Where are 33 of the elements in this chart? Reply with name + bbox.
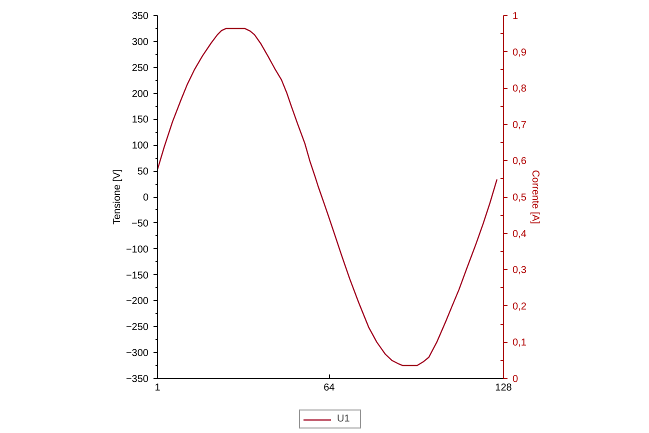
y2-tick-label: 1 <box>512 11 518 22</box>
x-tick-label: 128 <box>495 382 512 394</box>
y2-tick-label: 0,6 <box>512 156 527 168</box>
y-tick-label: 0 <box>142 192 149 204</box>
y-tick-label: 100 <box>132 140 149 152</box>
y2-tick-label: 0,2 <box>512 301 527 312</box>
y-tick-label: −200 <box>126 296 149 308</box>
y-tick-label: 200 <box>132 88 149 100</box>
y2-tick-label: 0,9 <box>512 47 527 58</box>
y2-tick-label: 0,5 <box>512 192 527 204</box>
y-tick-label: −50 <box>132 218 149 230</box>
y2-tick-label: 0,7 <box>512 120 527 131</box>
y-tick-label: 50 <box>137 166 149 178</box>
y2-axis-title: Corrente [A] <box>529 170 540 224</box>
y-tick-label: 150 <box>132 114 149 126</box>
y-tick-label: −150 <box>126 270 149 282</box>
y2-tick-label: 0,3 <box>512 265 527 276</box>
y-tick-label: −350 <box>126 374 149 385</box>
y2-tick-label: 0,8 <box>512 84 527 95</box>
x-tick-label: 64 <box>324 382 336 394</box>
y-tick-label: 350 <box>132 11 149 22</box>
line-series <box>158 28 498 366</box>
y2-tick-label: 0 <box>512 374 518 385</box>
y-axis-title: Tensione [V] <box>112 169 123 225</box>
y-tick-label: 250 <box>132 62 149 74</box>
y2-tick-label: 0,1 <box>512 338 527 349</box>
legend-label: U1 <box>337 414 351 424</box>
y-tick-label: 300 <box>132 36 149 48</box>
x-tick-label: 1 <box>154 382 161 394</box>
y-tick-label: −100 <box>126 244 149 256</box>
y-tick-label: −300 <box>126 348 149 360</box>
y-tick-label: −250 <box>126 322 149 334</box>
y2-tick-label: 0,4 <box>512 228 527 240</box>
